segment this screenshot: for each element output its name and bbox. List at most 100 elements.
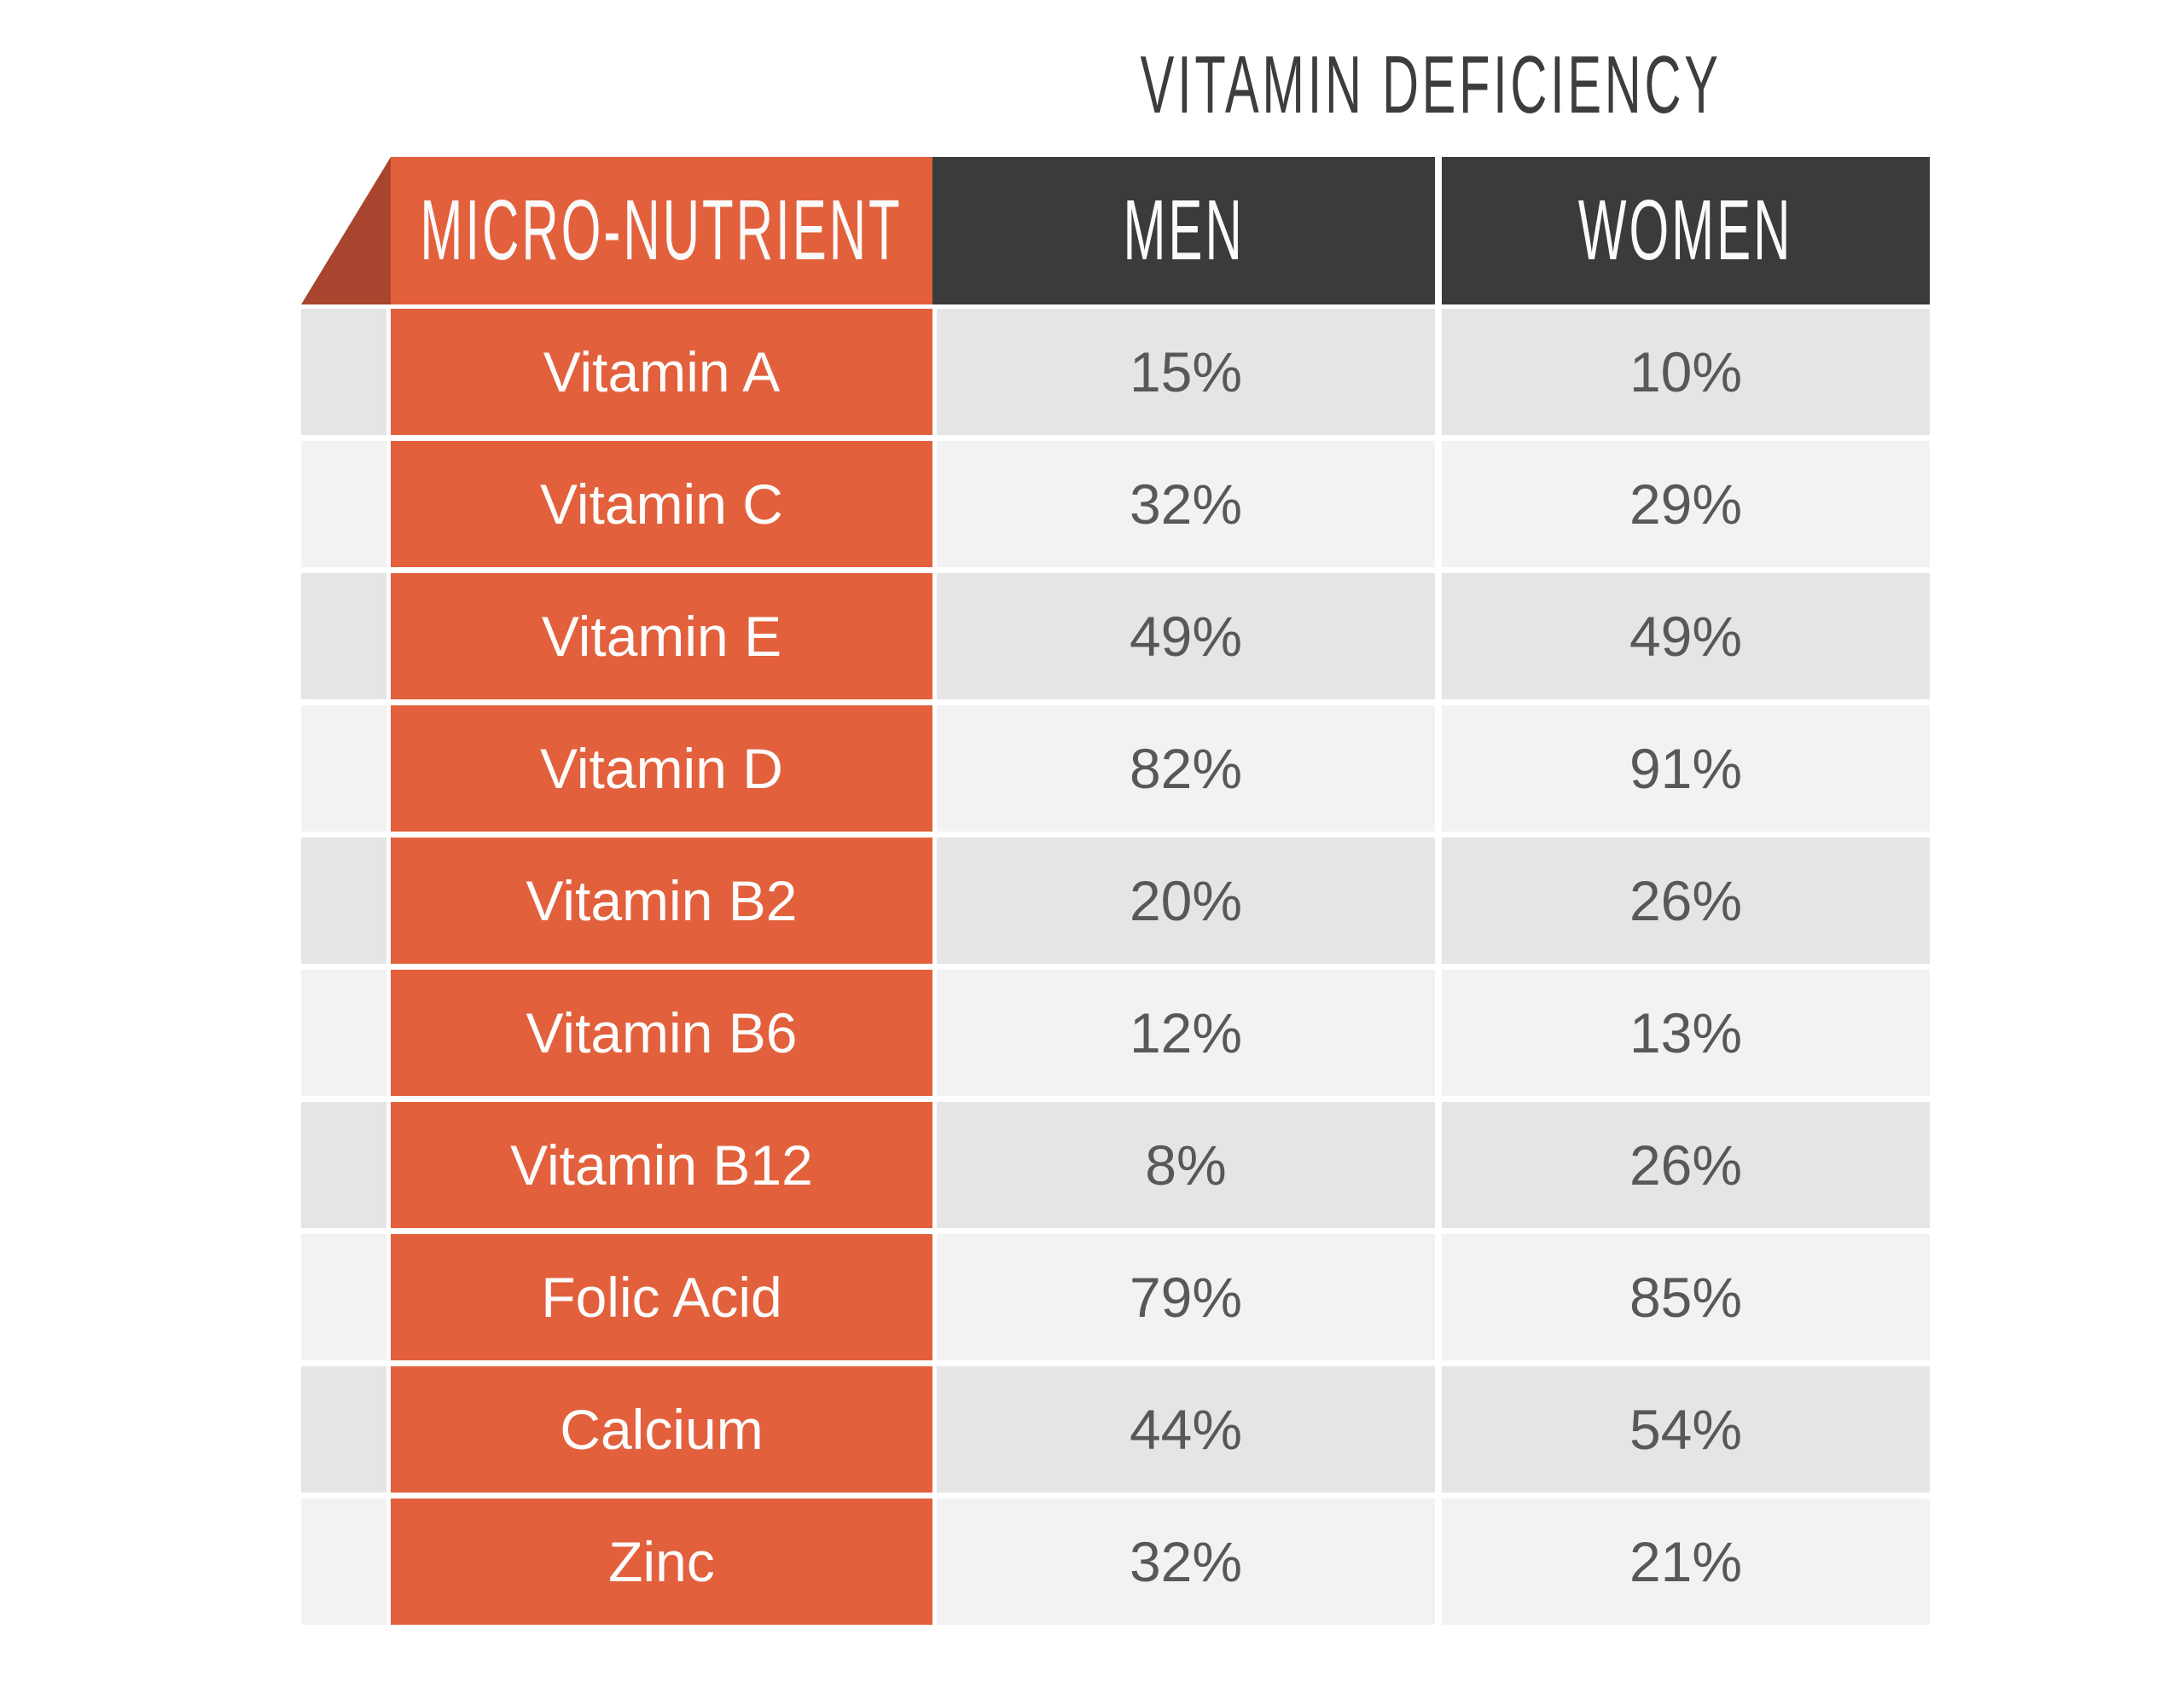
table-row: Vitamin A 15% 10% — [301, 309, 1930, 435]
row-gutter-cell — [301, 705, 386, 832]
nutrient-cell: Vitamin B6 — [391, 970, 932, 1096]
men-value-cell: 49% — [937, 573, 1435, 699]
column-divider — [1435, 1499, 1442, 1625]
nutrient-label: Folic Acid — [541, 1266, 782, 1329]
row-gutter-cell — [301, 1234, 386, 1360]
men-value: 32% — [1129, 472, 1243, 536]
men-value-cell: 32% — [937, 1499, 1435, 1625]
ribbon-fold-triangle — [301, 157, 391, 304]
table-row: Vitamin B6 12% 13% — [301, 970, 1930, 1096]
women-value: 91% — [1629, 737, 1743, 800]
men-value: 79% — [1129, 1266, 1243, 1329]
women-value-cell: 29% — [1442, 441, 1930, 567]
nutrient-label: Calcium — [560, 1398, 764, 1461]
women-value: 49% — [1629, 605, 1743, 668]
nutrient-cell: Vitamin C — [391, 441, 932, 567]
table-row: Vitamin D 82% 91% — [301, 705, 1930, 832]
header-cell-micro-nutrient: MICRO-NUTRIENT — [391, 157, 932, 304]
table-header-row: MICRO-NUTRIENT MEN WOMEN — [301, 157, 1930, 304]
men-value-cell: 8% — [937, 1102, 1435, 1228]
header-label-micro-nutrient: MICRO-NUTRIENT — [420, 183, 903, 278]
nutrient-cell: Vitamin B2 — [391, 838, 932, 964]
nutrient-label: Zinc — [608, 1530, 715, 1593]
column-divider — [1435, 1234, 1442, 1360]
women-value: 54% — [1629, 1398, 1743, 1461]
men-value: 8% — [1145, 1133, 1227, 1197]
nutrient-label: Vitamin B6 — [526, 1001, 798, 1064]
women-value-cell: 85% — [1442, 1234, 1930, 1360]
table-row: Calcium 44% 54% — [301, 1366, 1930, 1493]
column-divider — [1435, 441, 1442, 567]
nutrient-label: Vitamin B12 — [510, 1133, 813, 1197]
row-gutter-cell — [301, 1499, 386, 1625]
row-gutter-cell — [301, 573, 386, 699]
women-value: 26% — [1629, 1133, 1743, 1197]
header-label-women: WOMEN — [1578, 183, 1793, 278]
women-value: 10% — [1629, 340, 1743, 403]
nutrient-cell: Folic Acid — [391, 1234, 932, 1360]
column-divider — [1435, 573, 1442, 699]
header-cell-men: MEN — [932, 157, 1435, 304]
nutrient-cell: Vitamin B12 — [391, 1102, 932, 1228]
row-gutter-cell — [301, 970, 386, 1096]
men-value: 15% — [1129, 340, 1243, 403]
men-value: 82% — [1129, 737, 1243, 800]
men-value: 32% — [1129, 1530, 1243, 1593]
nutrient-cell: Vitamin E — [391, 573, 932, 699]
women-value-cell: 26% — [1442, 838, 1930, 964]
women-value: 26% — [1629, 869, 1743, 932]
header-label-men: MEN — [1123, 183, 1245, 278]
header-cell-women: WOMEN — [1442, 157, 1930, 304]
column-divider — [1435, 838, 1442, 964]
column-divider — [1435, 705, 1442, 832]
nutrient-label: Vitamin B2 — [526, 869, 798, 932]
men-value-cell: 82% — [937, 705, 1435, 832]
men-value: 12% — [1129, 1001, 1243, 1064]
table-row: Vitamin B12 8% 26% — [301, 1102, 1930, 1228]
men-value-cell: 44% — [937, 1366, 1435, 1493]
women-value: 21% — [1629, 1530, 1743, 1593]
men-value: 49% — [1129, 605, 1243, 668]
table-row: Vitamin C 32% 29% — [301, 441, 1930, 567]
row-gutter-cell — [301, 309, 386, 435]
women-value: 29% — [1629, 472, 1743, 536]
row-gutter-cell — [301, 1102, 386, 1228]
table-row: Vitamin E 49% 49% — [301, 573, 1930, 699]
women-value-cell: 21% — [1442, 1499, 1930, 1625]
women-value: 85% — [1629, 1266, 1743, 1329]
nutrient-label: Vitamin E — [541, 605, 782, 668]
vitamin-deficiency-table: MICRO-NUTRIENT MEN WOMEN Vitamin A 15% 1… — [301, 157, 1930, 1625]
men-value-cell: 12% — [937, 970, 1435, 1096]
men-value: 20% — [1129, 869, 1243, 932]
men-value-cell: 79% — [937, 1234, 1435, 1360]
chart-title: VITAMIN DEFICIENCY — [932, 26, 1930, 145]
women-value-cell: 49% — [1442, 573, 1930, 699]
women-value-cell: 91% — [1442, 705, 1930, 832]
men-value-cell: 15% — [937, 309, 1435, 435]
column-divider — [1435, 1366, 1442, 1493]
row-gutter-cell — [301, 441, 386, 567]
nutrient-label: Vitamin A — [543, 340, 781, 403]
nutrient-cell: Calcium — [391, 1366, 932, 1493]
table-row: Folic Acid 79% 85% — [301, 1234, 1930, 1360]
nutrient-cell: Vitamin D — [391, 705, 932, 832]
column-divider — [1435, 157, 1442, 304]
chart-title-text: VITAMIN DEFICIENCY — [1141, 39, 1722, 130]
column-divider — [1435, 309, 1442, 435]
men-value-cell: 20% — [937, 838, 1435, 964]
nutrient-label: Vitamin D — [540, 737, 783, 800]
row-gutter-cell — [301, 1366, 386, 1493]
women-value-cell: 26% — [1442, 1102, 1930, 1228]
column-divider — [1435, 1102, 1442, 1228]
nutrient-cell: Vitamin A — [391, 309, 932, 435]
women-value-cell: 10% — [1442, 309, 1930, 435]
women-value: 13% — [1629, 1001, 1743, 1064]
nutrient-cell: Zinc — [391, 1499, 932, 1625]
table-row: Vitamin B2 20% 26% — [301, 838, 1930, 964]
men-value-cell: 32% — [937, 441, 1435, 567]
nutrient-label: Vitamin C — [540, 472, 783, 536]
row-gutter-cell — [301, 838, 386, 964]
men-value: 44% — [1129, 1398, 1243, 1461]
table-row: Zinc 32% 21% — [301, 1499, 1930, 1625]
